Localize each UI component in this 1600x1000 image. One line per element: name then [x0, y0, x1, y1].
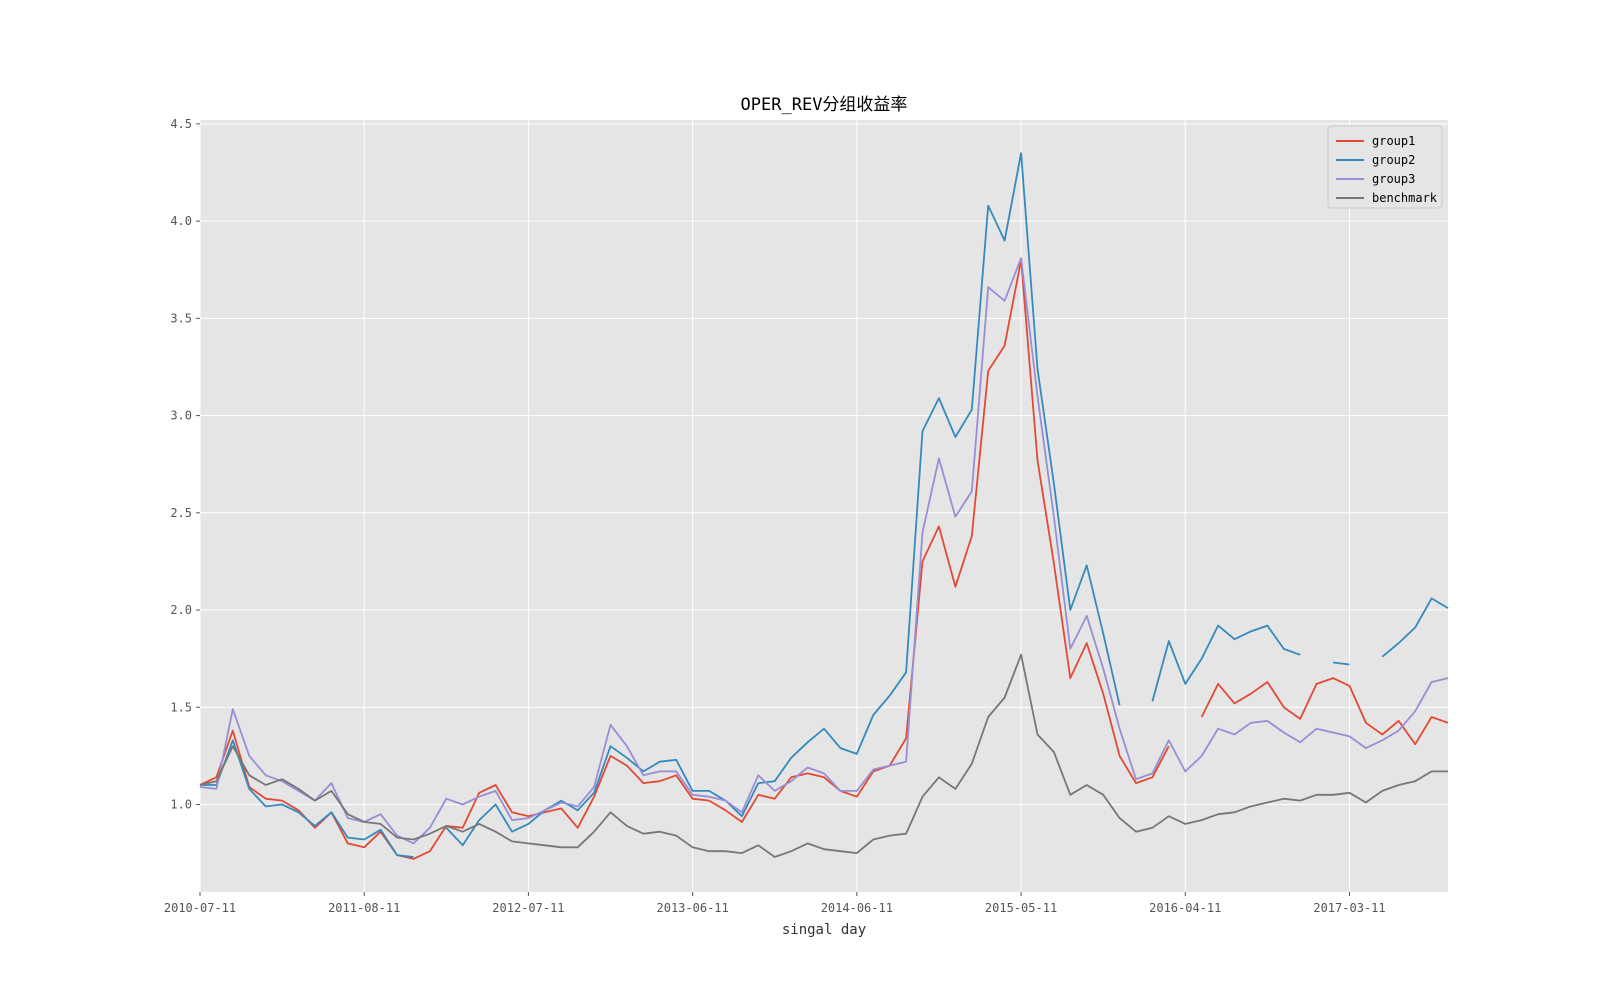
grid-lines [199, 120, 1448, 892]
axis-ticks: 1.0 1.5 2.0 2.5 3.0 3.5 4.0 4.5 2010-07-11 2011-0… [164, 117, 1386, 915]
chart-title: OPER_REV分组收益率 [741, 95, 908, 115]
y-tick-label: 2.0 [170, 603, 192, 617]
y-tick-label: 3.5 [170, 311, 192, 325]
x-tick-label: 2016-04-11 [1149, 901, 1221, 915]
plot-area [200, 120, 1448, 892]
x-tick-label: 2014-06-11 [821, 901, 893, 915]
legend-label-group3: group3 [1372, 172, 1415, 186]
x-tick-label: 2015-05-11 [985, 901, 1057, 915]
y-tick-label: 4.5 [170, 117, 192, 131]
legend-label-benchmark: benchmark [1372, 191, 1438, 205]
series-line-group3 [199, 257, 1449, 845]
legend-label-group2: group2 [1372, 153, 1415, 167]
y-tick-label: 3.0 [170, 409, 192, 423]
x-tick-label: 2010-07-11 [164, 901, 236, 915]
x-tick-label: 2011-08-11 [328, 901, 400, 915]
y-tick-label: 4.0 [170, 214, 192, 228]
series-line-group2 [200, 152, 1449, 858]
y-tick-label: 1.0 [170, 797, 192, 811]
legend-label-group1: group1 [1372, 134, 1415, 148]
x-axis-label: singal day [782, 922, 866, 938]
legend-box [1327, 125, 1443, 209]
y-tick-label: 2.5 [170, 506, 192, 520]
x-tick-label: 2013-06-11 [657, 901, 729, 915]
x-tick-label: 2017-03-11 [1313, 901, 1385, 915]
legend: group1 group2 group3 benchmark [1327, 125, 1443, 209]
series-line-group1 [199, 259, 1449, 860]
x-tick-label: 2012-07-11 [492, 901, 564, 915]
y-tick-label: 1.5 [170, 700, 192, 714]
series-line-benchmark [199, 653, 1448, 858]
series-lines [199, 152, 1449, 860]
